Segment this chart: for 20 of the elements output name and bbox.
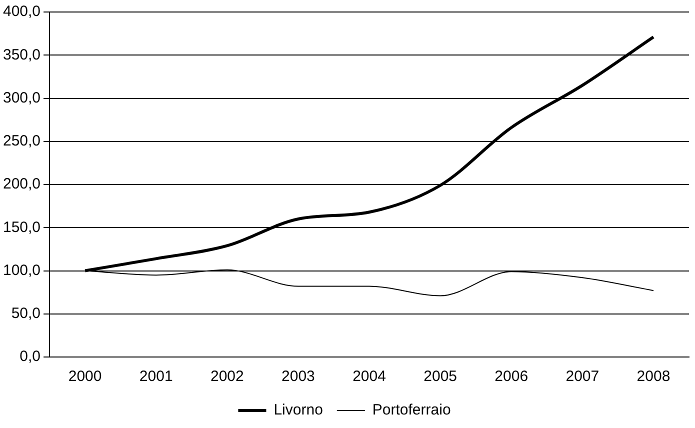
x-tick-label: 2005	[424, 368, 458, 386]
x-tick-label: 2002	[210, 368, 244, 386]
y-tick-label: 150,0	[2, 218, 41, 236]
y-tick-label: 250,0	[2, 132, 41, 150]
x-tick-label: 2006	[494, 368, 528, 386]
x-tick-label: 2000	[68, 368, 102, 386]
y-tick-label: 350,0	[2, 46, 41, 64]
y-tick-label: 50,0	[11, 305, 41, 322]
x-tick-label: 2004	[352, 368, 386, 386]
y-tick-label: 0,0	[20, 348, 41, 366]
x-tick-label: 2007	[566, 368, 600, 386]
y-tick-label: 300,0	[2, 89, 41, 106]
y-tick-label: 200,0	[2, 176, 41, 193]
y-tick-label: 400,0	[2, 3, 41, 20]
x-tick-label: 2001	[139, 368, 173, 386]
x-tick-label: 2008	[636, 368, 670, 386]
y-tick-label: 100,0	[2, 262, 41, 279]
x-tick-label: 2003	[282, 368, 315, 386]
legend-label: Portoferraio	[372, 402, 451, 419]
legend-label: Livorno	[274, 402, 323, 419]
